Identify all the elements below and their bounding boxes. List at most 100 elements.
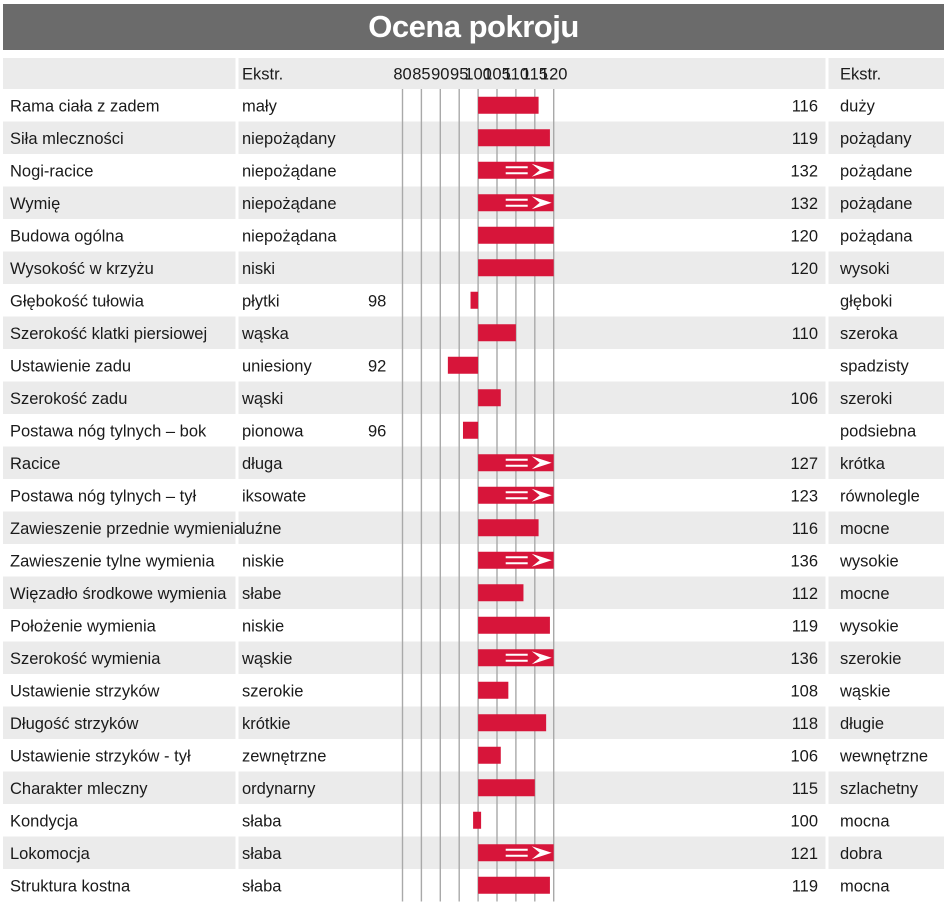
header-band xyxy=(3,58,944,89)
right-extreme-label: krótka xyxy=(840,455,886,473)
left-extreme-label: niski xyxy=(242,260,275,278)
tick-label: 105 xyxy=(483,66,511,84)
trait-label: Postawa nóg tylnych – tył xyxy=(10,487,197,505)
row-band xyxy=(3,121,944,154)
value-label: 100 xyxy=(790,812,818,830)
trait-label: Długość strzyków xyxy=(10,715,138,733)
value-label: 132 xyxy=(790,162,818,180)
bar xyxy=(447,356,479,374)
trait-label: Głębokość tułowia xyxy=(10,292,145,310)
right-extreme-label: mocna xyxy=(840,812,890,830)
trait-label: Rama ciała z zadem xyxy=(10,97,159,115)
right-extreme-label: równolegle xyxy=(840,487,920,505)
bar xyxy=(478,746,501,764)
right-extreme-label: wysoki xyxy=(839,260,890,278)
value-label: 136 xyxy=(790,552,818,570)
value-label: 136 xyxy=(790,650,818,668)
bar xyxy=(478,259,554,277)
tick-label: 85 xyxy=(412,66,430,84)
left-extreme-label: luźne xyxy=(242,520,281,538)
trait-label: Wymię xyxy=(10,195,60,213)
right-extreme-label: szeroki xyxy=(840,390,892,408)
row-band xyxy=(3,251,944,284)
overflow-arrow-icon xyxy=(531,651,552,665)
bar xyxy=(478,584,524,602)
value-label: 116 xyxy=(792,97,818,115)
left-extreme-label: niepożądana xyxy=(242,227,337,245)
row-band xyxy=(3,446,944,479)
bar xyxy=(473,811,482,829)
left-extreme-label: zewnętrzne xyxy=(242,747,326,765)
tick-label: 115 xyxy=(522,66,548,84)
right-extreme-label: wąskie xyxy=(839,682,890,700)
bar xyxy=(478,389,501,407)
bar xyxy=(478,324,516,342)
row-band xyxy=(3,381,944,414)
right-extreme-label: głęboki xyxy=(840,292,892,310)
left-extreme-label: mały xyxy=(242,97,278,115)
right-extreme-label: spadzisty xyxy=(840,357,910,375)
right-extreme-label: szeroka xyxy=(840,325,899,343)
right-extreme-label: mocna xyxy=(840,877,890,895)
row-band xyxy=(3,576,944,609)
tick-label: 110 xyxy=(503,66,529,84)
trait-label: Racice xyxy=(10,455,60,473)
tick-label: 90 xyxy=(431,66,449,84)
left-extreme-label: niepożądane xyxy=(242,162,337,180)
tick-label: 120 xyxy=(540,66,568,84)
row-band xyxy=(3,641,944,674)
tick-label: 80 xyxy=(393,66,411,84)
trait-label: Struktura kostna xyxy=(10,877,131,895)
bar xyxy=(478,96,539,114)
left-extreme-label: niskie xyxy=(242,617,284,635)
right-extreme-label: wysokie xyxy=(839,617,899,635)
overflow-arrow-icon xyxy=(531,488,552,502)
overflow-arrow-icon xyxy=(531,553,552,567)
left-extreme-label: niepożądany xyxy=(242,130,336,148)
value-label: 123 xyxy=(790,487,818,505)
trait-label: Położenie wymienia xyxy=(10,617,157,635)
trait-label: Szerokość zadu xyxy=(10,390,127,408)
left-extreme-label: słaba xyxy=(242,812,282,830)
left-extreme-label: długa xyxy=(242,455,283,473)
left-extreme-label: niskie xyxy=(242,552,284,570)
right-extreme-label: pożądany xyxy=(840,130,912,148)
right-extreme-label: dobra xyxy=(840,845,883,863)
trait-label: Nogi-racice xyxy=(10,162,93,180)
left-extreme-label: wąski xyxy=(241,390,283,408)
bar xyxy=(478,714,547,732)
tick-label: 100 xyxy=(464,66,492,84)
left-extreme-label: wąskie xyxy=(241,650,292,668)
left-extreme-label: niepożądane xyxy=(242,195,337,213)
tick-label: 95 xyxy=(450,66,468,84)
value-label: 116 xyxy=(792,520,818,538)
value-label: 121 xyxy=(790,845,818,863)
header-left-extreme: Ekstr. xyxy=(242,66,283,84)
bar xyxy=(462,421,479,439)
value-label: 120 xyxy=(790,227,818,245)
chart-title: Ocena pokroju xyxy=(3,4,944,50)
bar xyxy=(478,876,550,894)
right-extreme-label: wewnętrzne xyxy=(839,747,928,765)
trait-label: Budowa ogólna xyxy=(10,227,125,245)
trait-label: Postawa nóg tylnych – bok xyxy=(10,422,207,440)
left-extreme-label: iksowate xyxy=(242,487,306,505)
value-label: 112 xyxy=(792,585,818,603)
left-extreme-label: słabe xyxy=(242,585,281,603)
value-label: 127 xyxy=(790,455,818,473)
value-label: 119 xyxy=(792,130,818,148)
row-band xyxy=(3,511,944,544)
bar xyxy=(478,519,539,537)
trait-label: Ustawienie strzyków xyxy=(10,682,160,700)
right-extreme-label: pożądana xyxy=(840,227,913,245)
value-label: 110 xyxy=(792,325,818,343)
left-extreme-label: słaba xyxy=(242,845,282,863)
header-right-extreme: Ekstr. xyxy=(840,66,881,84)
bar xyxy=(478,616,550,634)
trait-label: Siła mleczności xyxy=(10,130,124,148)
row-band xyxy=(3,706,944,739)
row-band xyxy=(3,316,944,349)
value-label: 92 xyxy=(368,357,386,375)
value-label: 96 xyxy=(368,422,386,440)
